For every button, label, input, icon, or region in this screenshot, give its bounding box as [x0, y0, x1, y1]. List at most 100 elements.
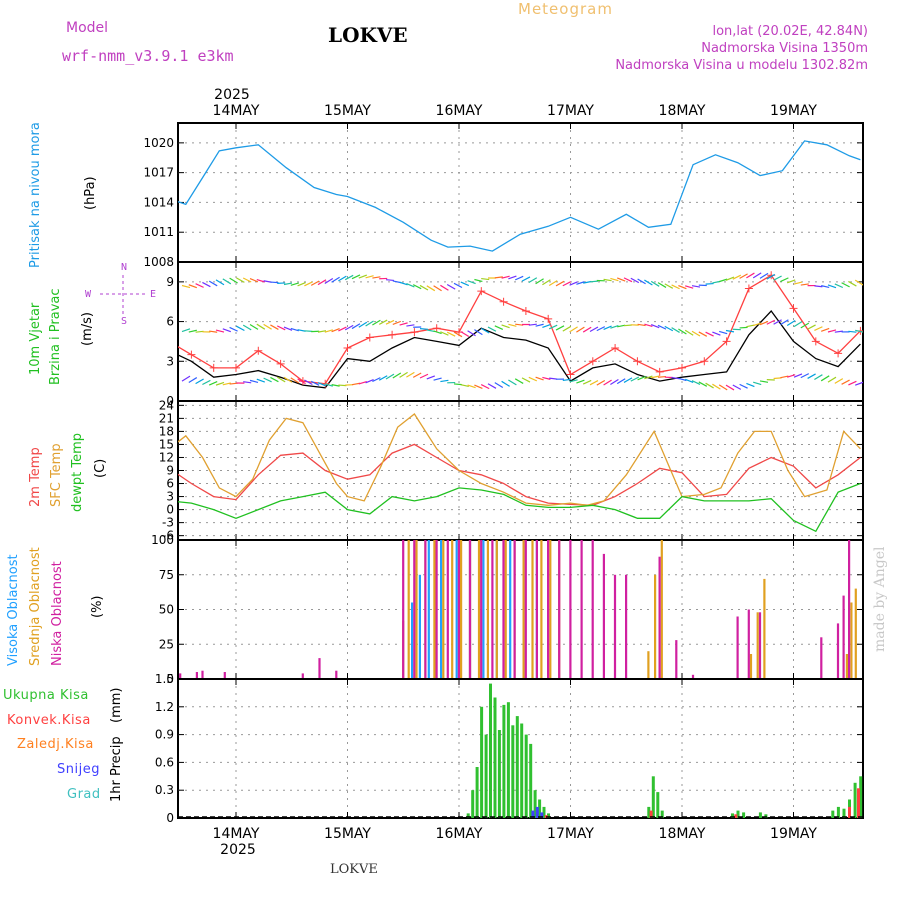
- wind-direction-arrow: [290, 282, 299, 286]
- wind-direction-arrow: [229, 277, 238, 284]
- speed-marker: [388, 330, 397, 339]
- bar-ukupna-kisa: [764, 814, 768, 818]
- wind-direction-arrow: [705, 331, 714, 337]
- y-tick-label: 0: [166, 811, 174, 825]
- wind-direction-arrow: [848, 280, 857, 287]
- wind-direction-arrow: [419, 373, 429, 379]
- day-label-bottom: 18MAY: [659, 826, 706, 842]
- wind-direction-arrow: [406, 282, 415, 288]
- bar-niska-oblacnost: [513, 540, 516, 679]
- wind-direction-arrow: [481, 277, 490, 281]
- bar-niska-oblacnost: [524, 540, 527, 679]
- wind-direction-arrow: [603, 325, 612, 331]
- wind-direction-arrow: [385, 279, 395, 282]
- wind-direction-arrow: [650, 280, 660, 287]
- bar-srednja-oblacnost: [763, 578, 766, 679]
- bar-niska-oblacnost: [547, 540, 550, 679]
- wind-direction-arrow: [766, 319, 776, 325]
- wind-direction-arrow: [786, 319, 796, 326]
- wind-direction-arrow: [209, 330, 218, 333]
- wind-direction-arrow: [752, 272, 762, 279]
- bar-ukupna-kisa: [542, 806, 546, 818]
- day-label-bottom: 17MAY: [547, 826, 594, 842]
- footer-station: LOKVE: [330, 862, 378, 877]
- wind-direction-arrow: [310, 380, 320, 386]
- bar-ukupna-kisa: [511, 725, 515, 818]
- wind-direction-arrow: [569, 281, 578, 286]
- series-line-udari: [178, 309, 861, 389]
- y-tick-label: 24: [159, 398, 174, 412]
- y-tick-label: 0: [166, 672, 174, 686]
- bar-niska-oblacnost: [223, 672, 226, 679]
- wind-direction-arrow: [229, 382, 238, 385]
- bar-niska-oblacnost: [179, 673, 182, 679]
- wind-direction-arrow: [671, 284, 680, 290]
- wind-direction-arrow: [657, 375, 667, 378]
- bar-niska-oblacnost: [468, 540, 472, 679]
- legend-snow: Snijeg: [57, 762, 100, 777]
- day-label-bottom: 16MAY: [436, 826, 483, 842]
- bar-niska-oblacnost: [413, 540, 416, 679]
- wind-direction-arrow: [678, 285, 687, 290]
- bar-srednja-oblacnost: [451, 540, 454, 679]
- wind-direction-arrow: [684, 329, 694, 336]
- wind-direction-arrow: [242, 277, 252, 283]
- speed-marker: [834, 349, 843, 358]
- wind-direction-arrow: [514, 378, 524, 384]
- bar-niska-oblacnost: [613, 574, 617, 679]
- wind-direction-arrow: [637, 375, 646, 381]
- wind-direction-arrow: [610, 378, 619, 385]
- wind-direction-arrow: [426, 285, 436, 292]
- compass-west: W: [85, 289, 92, 300]
- wind-direction-arrow: [548, 280, 558, 287]
- wind-direction-arrow: [793, 321, 803, 328]
- wind-direction-arrow: [719, 278, 728, 283]
- bar-visoka-oblacnost: [455, 540, 458, 679]
- wind-direction-arrow: [508, 379, 517, 386]
- bar-niska-oblacnost: [758, 612, 762, 679]
- wind-direction-arrow: [589, 280, 599, 283]
- series-line-dewpt-temp: [178, 482, 861, 533]
- wind-direction-arrow: [508, 275, 517, 280]
- wind-direction-arrow: [841, 379, 850, 385]
- wind-direction-arrow: [249, 379, 259, 384]
- bar-srednja-oblacnost: [460, 540, 463, 679]
- wind-direction-arrow: [358, 274, 368, 279]
- bar-niska-oblacnost: [569, 540, 572, 679]
- wind-direction-arrow: [725, 329, 735, 333]
- wind-direction-arrow: [834, 378, 844, 384]
- series-line-brzina: [178, 274, 861, 385]
- day-label-top: 17MAY: [547, 103, 594, 119]
- bar-niska-oblacnost: [591, 540, 594, 679]
- chart-title: Meteogram: [518, 0, 613, 18]
- wind-direction-arrow: [406, 371, 415, 378]
- wind-direction-arrow: [827, 284, 837, 289]
- wind-direction-arrow: [324, 329, 333, 333]
- wind-direction-arrow: [460, 331, 470, 338]
- wind-direction-arrow: [188, 377, 198, 383]
- speed-marker: [365, 333, 374, 342]
- wind-direction-arrow: [392, 372, 402, 379]
- wind-direction-arrow: [712, 280, 721, 284]
- bar-visoka-oblacnost: [427, 540, 430, 679]
- bar-ukupna-kisa: [842, 808, 846, 818]
- bar-niska-oblacnost: [820, 637, 823, 679]
- wind-direction-arrow: [195, 283, 204, 288]
- y-tick-label: 0.3: [155, 783, 174, 797]
- y-tick-label: -3: [162, 516, 174, 530]
- bar-srednja-oblacnost: [486, 540, 489, 679]
- bar-niska-oblacnost: [335, 670, 338, 679]
- wind-direction-arrow: [800, 373, 810, 379]
- wind-direction-arrow: [351, 382, 361, 386]
- legend-frozen-rain: Zaledj.Kisa: [17, 737, 94, 752]
- wind-direction-arrow: [372, 276, 381, 279]
- wind-direction-arrow: [202, 281, 211, 288]
- bar-srednja-oblacnost: [660, 540, 663, 679]
- wind-direction-arrow: [440, 284, 449, 291]
- wind-direction-arrow: [759, 320, 769, 326]
- speed-marker: [432, 324, 441, 333]
- wind-direction-arrow: [732, 274, 742, 280]
- compass-south: S: [121, 316, 127, 327]
- wind-direction-arrow: [698, 381, 708, 387]
- bar-ukupna-kisa: [736, 810, 740, 818]
